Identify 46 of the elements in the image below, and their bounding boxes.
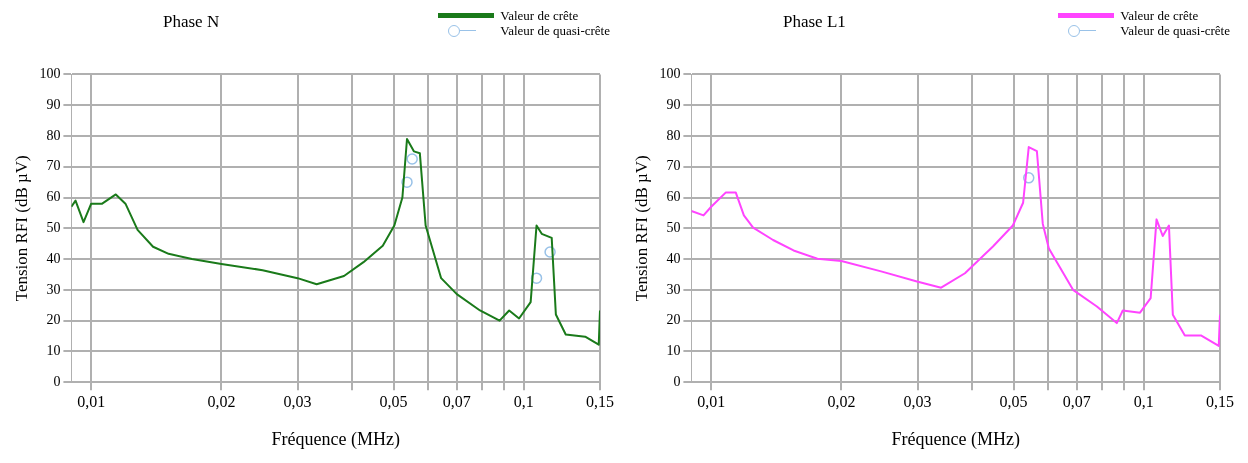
x-tick-label: 0,01	[77, 393, 106, 410]
y-tick-label: 70	[46, 158, 61, 174]
y-tick-label: 90	[666, 96, 681, 112]
x-tick-label: 0,15	[1206, 393, 1234, 410]
x-tick-label: 0,03	[903, 393, 932, 410]
y-tick-label: 50	[666, 219, 681, 235]
x-tick-label: 0,1	[1133, 393, 1154, 410]
x-axis-title: Fréquence (MHz)	[891, 428, 1020, 450]
y-tick-label: 20	[46, 312, 61, 328]
y-tick-label: 80	[666, 127, 681, 143]
chart-title: Phase N	[163, 12, 220, 32]
x-tick-label: 0,02	[827, 393, 856, 410]
y-tick-label: 30	[666, 281, 681, 297]
y-tick-label: 40	[46, 250, 61, 266]
x-axis-title: Fréquence (MHz)	[271, 428, 400, 450]
y-tick-label: 50	[46, 219, 61, 235]
chart-title: Phase L1	[783, 12, 846, 32]
y-tick-label: 80	[46, 127, 61, 143]
y-tick-label: 30	[46, 281, 61, 297]
y-tick-label: 10	[46, 343, 61, 359]
x-tick-label: 0,03	[283, 393, 312, 410]
y-tick-label: 60	[666, 189, 681, 205]
y-tick-label: 100	[39, 66, 61, 82]
x-tick-label: 0,07	[442, 393, 471, 410]
y-tick-label: 100	[659, 66, 681, 82]
x-tick-label: 0,02	[207, 393, 236, 410]
y-axis-title: Tension RFI (dB µV)	[11, 155, 31, 302]
x-tick-label: 0,1	[513, 393, 534, 410]
legend-label: Valeur de quasi-crête	[1120, 23, 1230, 38]
y-axis-title: Tension RFI (dB µV)	[631, 155, 651, 302]
y-tick-label: 10	[666, 343, 681, 359]
y-tick-label: 90	[46, 96, 61, 112]
legend-label: Valeur de quasi-crête	[500, 23, 610, 38]
y-tick-label: 60	[46, 189, 61, 205]
y-tick-label: 0	[673, 373, 681, 389]
x-tick-label: 0,05	[999, 393, 1028, 410]
y-tick-label: 70	[666, 158, 681, 174]
y-tick-label: 20	[666, 312, 681, 328]
y-tick-label: 0	[53, 373, 61, 389]
x-tick-label: 0,15	[586, 393, 614, 410]
y-tick-label: 40	[666, 250, 681, 266]
legend-label: Valeur de crête	[500, 8, 579, 23]
x-tick-label: 0,07	[1062, 393, 1091, 410]
legend-label: Valeur de crête	[1120, 8, 1199, 23]
x-tick-label: 0,01	[697, 393, 726, 410]
x-tick-label: 0,05	[379, 393, 408, 410]
